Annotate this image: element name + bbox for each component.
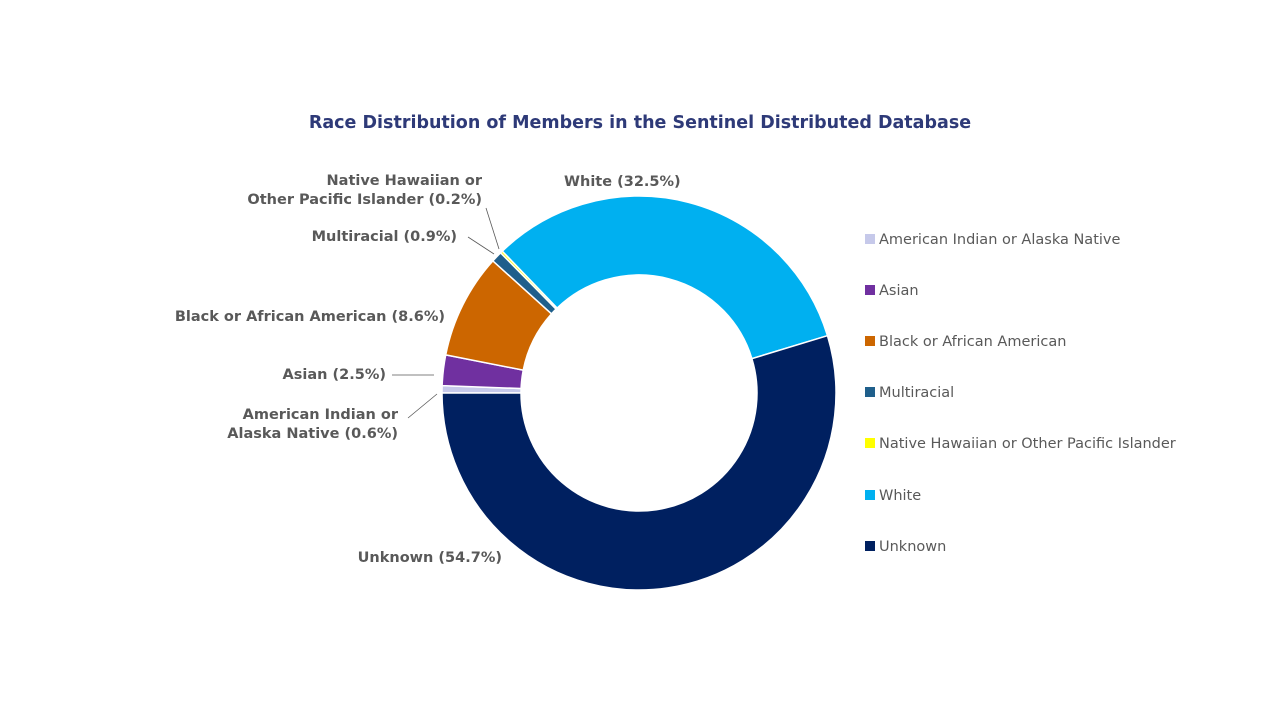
- legend-swatch: [865, 438, 875, 448]
- slice-unknown: [441, 334, 837, 591]
- legend: American Indian or Alaska Native Asian Bla…: [865, 232, 1176, 555]
- leader-line: [467, 236, 495, 255]
- data-label-text: Unknown (54.7%): [358, 550, 502, 566]
- data-label-text: Black or African American (8.6%): [175, 309, 445, 325]
- legend-label: White: [879, 488, 921, 504]
- legend-label: Unknown: [879, 539, 946, 555]
- data-label-text: Multiracial (0.9%): [312, 229, 457, 245]
- legend-item-american-indian-or-alaska-native: American Indian or Alaska Native: [865, 232, 1120, 248]
- data-label-text: White (32.5%): [564, 174, 681, 190]
- legend-swatch: [865, 285, 875, 295]
- data-label-asian: Asian (2.5%): [283, 367, 434, 383]
- legend-swatch: [865, 336, 875, 346]
- data-label-black-or-african-american: Black or African American (8.6%): [175, 309, 445, 325]
- legend-item-multiracial: Multiracial: [865, 385, 954, 401]
- data-label-text: Alaska Native (0.6%): [227, 426, 398, 442]
- data-label-text: Asian (2.5%): [283, 367, 386, 383]
- slices: [441, 195, 837, 591]
- chart-title: Race Distribution of Members in the Sent…: [309, 113, 971, 133]
- data-label-text: Native Hawaiian or: [327, 173, 483, 189]
- data-label-text: Other Pacific Islander (0.2%): [247, 192, 482, 208]
- legend-item-black-or-african-american: Black or African American: [865, 334, 1066, 350]
- slice-white: [501, 195, 829, 360]
- leader-line: [407, 393, 438, 419]
- legend-item-asian: Asian: [865, 283, 919, 299]
- data-labels: American Indian or Alaska Native (0.6%) As…: [175, 173, 681, 566]
- legend-label: American Indian or Alaska Native: [879, 232, 1120, 248]
- data-label-white: White (32.5%): [564, 174, 681, 190]
- legend-label: Multiracial: [879, 385, 954, 401]
- data-label-american-indian-or-alaska-native: American Indian or Alaska Native (0.6%): [227, 393, 438, 442]
- legend-item-white: White: [865, 488, 921, 504]
- data-label-text: American Indian or: [243, 407, 399, 423]
- legend-swatch: [865, 234, 875, 244]
- legend-label: Black or African American: [879, 334, 1066, 350]
- legend-swatch: [865, 387, 875, 397]
- legend-swatch: [865, 541, 875, 551]
- legend-item-native-hawaiian-or-other-pacific-islander: Native Hawaiian or Other Pacific Islande…: [865, 436, 1176, 452]
- legend-swatch: [865, 490, 875, 500]
- data-label-unknown: Unknown (54.7%): [358, 550, 502, 566]
- legend-label: Asian: [879, 283, 919, 299]
- legend-label: Native Hawaiian or Other Pacific Islande…: [879, 436, 1176, 452]
- legend-item-unknown: Unknown: [865, 539, 946, 555]
- data-label-multiracial: Multiracial (0.9%): [312, 229, 495, 255]
- data-label-native-hawaiian-or-other-pacific-islander: Native Hawaiian or Other Pacific Islander…: [247, 173, 500, 250]
- leader-line: [485, 207, 500, 250]
